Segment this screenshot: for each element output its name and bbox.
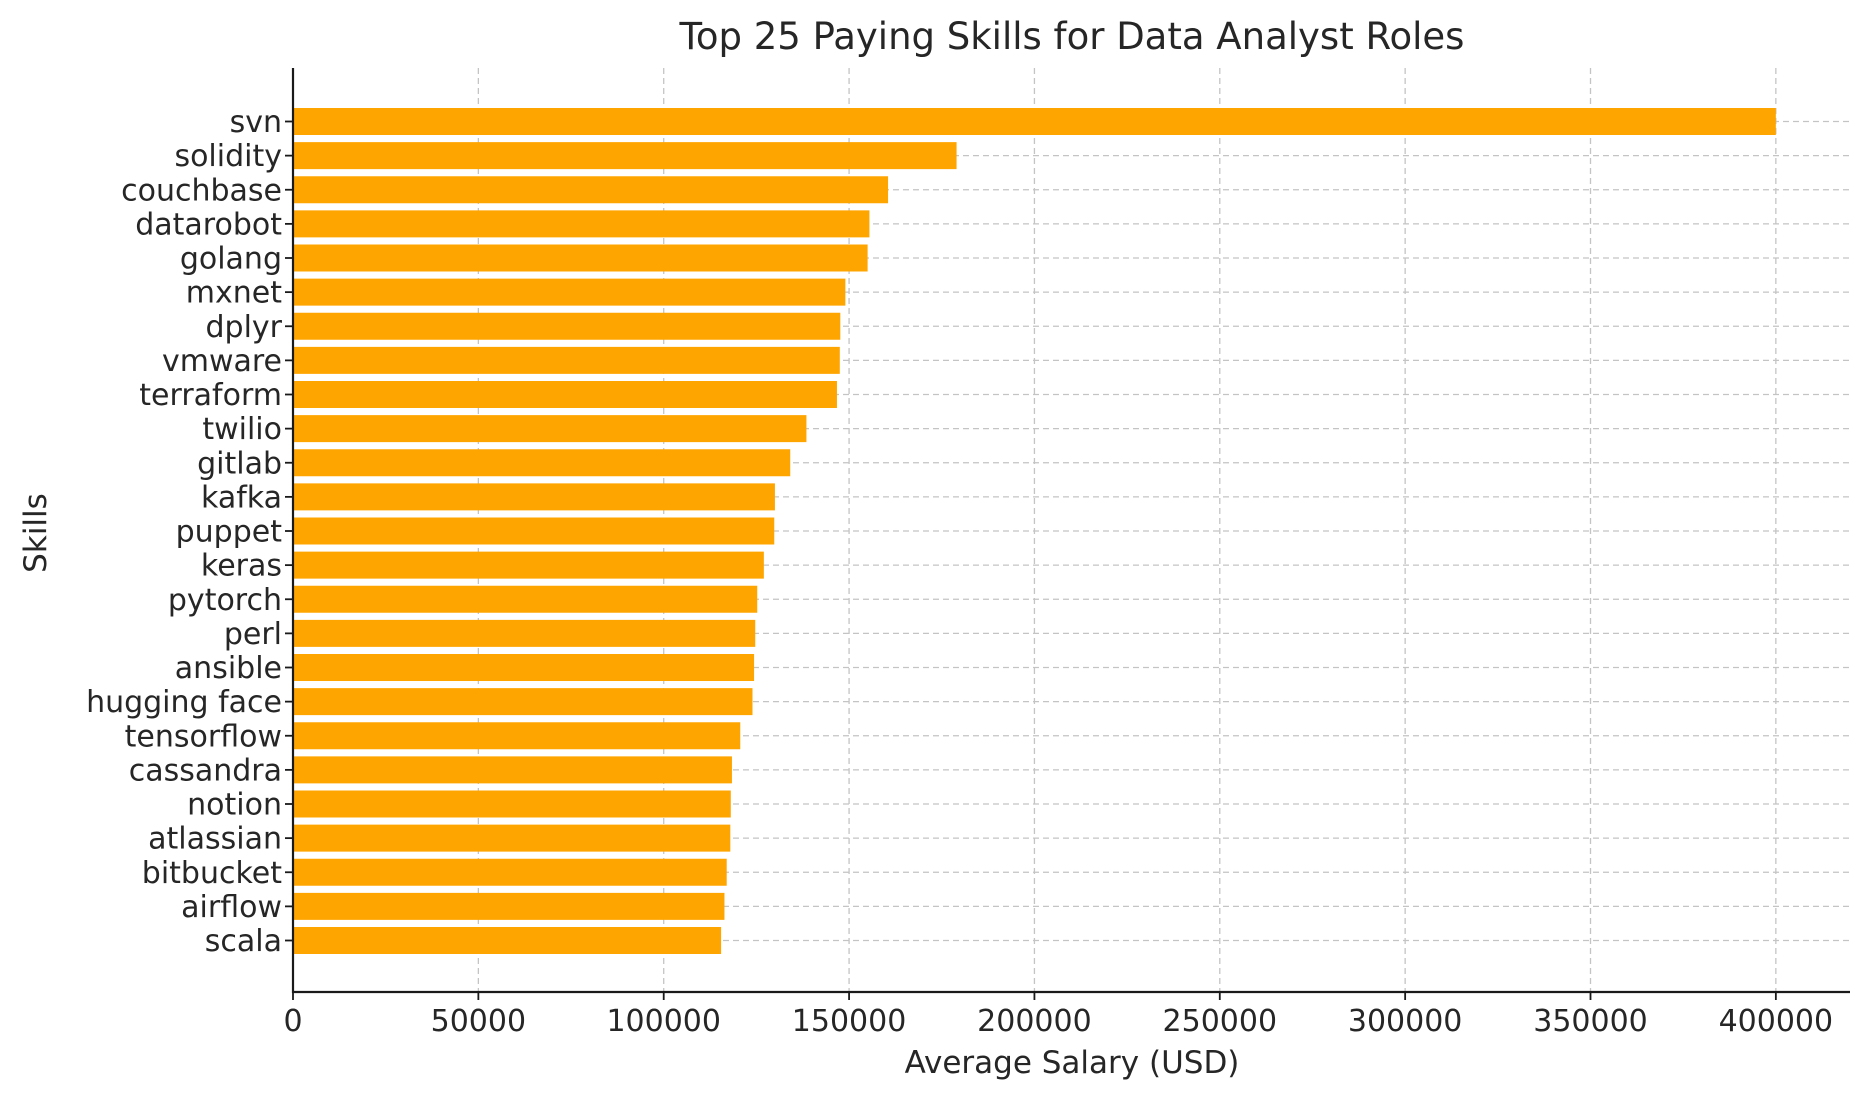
bar-atlassian bbox=[293, 824, 731, 852]
bar-twilio bbox=[293, 415, 807, 443]
bar-tensorflow bbox=[293, 722, 741, 750]
bar-perl bbox=[293, 619, 756, 647]
y-tick-label: bitbucket bbox=[142, 856, 282, 891]
chart-title: Top 25 Paying Skills for Data Analyst Ro… bbox=[679, 15, 1465, 58]
bar-cassandra bbox=[293, 756, 732, 784]
bar-notion bbox=[293, 790, 731, 818]
y-tick-label: mxnet bbox=[186, 276, 282, 311]
y-tick-label: pytorch bbox=[168, 583, 282, 618]
x-tick-label: 350000 bbox=[1533, 1004, 1648, 1039]
y-tick-label: keras bbox=[201, 549, 282, 584]
bar-hugging-face bbox=[293, 688, 753, 716]
bar-keras bbox=[293, 551, 764, 579]
y-tick-label: twilio bbox=[202, 412, 282, 447]
y-tick-label: solidity bbox=[174, 139, 282, 174]
bar-pytorch bbox=[293, 585, 758, 613]
bar-scala bbox=[293, 927, 722, 954]
bar-couchbase bbox=[293, 176, 889, 204]
x-tick-label: 100000 bbox=[606, 1004, 721, 1039]
y-tick-label: couchbase bbox=[121, 173, 282, 208]
bar-layer bbox=[293, 108, 1776, 954]
bar-puppet bbox=[293, 517, 775, 545]
bar-svn bbox=[293, 108, 1776, 135]
bar-golang bbox=[293, 244, 868, 272]
y-tick-label: perl bbox=[224, 617, 282, 652]
y-tick-label: gitlab bbox=[197, 446, 282, 481]
bar-dplyr bbox=[293, 312, 841, 340]
y-tick-label: tensorflow bbox=[125, 719, 282, 754]
y-tick-label: kafka bbox=[201, 480, 282, 515]
y-tick-label: puppet bbox=[176, 515, 283, 550]
bar-datarobot bbox=[293, 210, 870, 238]
bar-bitbucket bbox=[293, 858, 727, 886]
y-tick-label: airflow bbox=[181, 890, 282, 925]
bar-vmware bbox=[293, 346, 840, 374]
x-tick-labels: 0 50000 100000 150000 200000 250000 300000 3500… bbox=[283, 1004, 1833, 1039]
axes-layer bbox=[285, 68, 1850, 1000]
x-tick-label: 0 bbox=[283, 1004, 302, 1039]
y-tick-label: notion bbox=[187, 788, 282, 823]
y-tick-label: scala bbox=[205, 924, 282, 959]
bar-gitlab bbox=[293, 449, 791, 477]
y-tick-label: ansible bbox=[175, 651, 282, 686]
bar-ansible bbox=[293, 654, 755, 681]
y-tick-label: terraform bbox=[139, 378, 282, 413]
x-tick-label: 200000 bbox=[977, 1004, 1092, 1039]
y-tick-label: cassandra bbox=[129, 753, 282, 788]
x-tick-label: 300000 bbox=[1348, 1004, 1463, 1039]
bar-airflow bbox=[293, 892, 725, 920]
x-axis-label: Average Salary (USD) bbox=[905, 1045, 1240, 1081]
x-tick-label: 400000 bbox=[1719, 1004, 1834, 1039]
y-tick-label: vmware bbox=[162, 344, 282, 379]
bar-mxnet bbox=[293, 278, 846, 306]
y-tick-labels: svnsoliditycouchbasedatarobotgolangmxnet… bbox=[86, 105, 283, 959]
bar-terraform bbox=[293, 381, 837, 408]
y-axis-label: Skills bbox=[18, 493, 54, 573]
y-tick-label: dplyr bbox=[205, 310, 282, 345]
bar-kafka bbox=[293, 483, 775, 511]
x-tick-label: 150000 bbox=[792, 1004, 907, 1039]
y-tick-label: golang bbox=[180, 242, 282, 277]
x-tick-label: 250000 bbox=[1163, 1004, 1278, 1039]
y-tick-label: hugging face bbox=[86, 685, 282, 720]
y-tick-label: datarobot bbox=[135, 207, 282, 242]
x-tick-label: 50000 bbox=[431, 1004, 526, 1039]
y-tick-label: atlassian bbox=[148, 822, 282, 857]
y-tick-label: svn bbox=[230, 105, 282, 140]
bar-solidity bbox=[293, 142, 957, 170]
